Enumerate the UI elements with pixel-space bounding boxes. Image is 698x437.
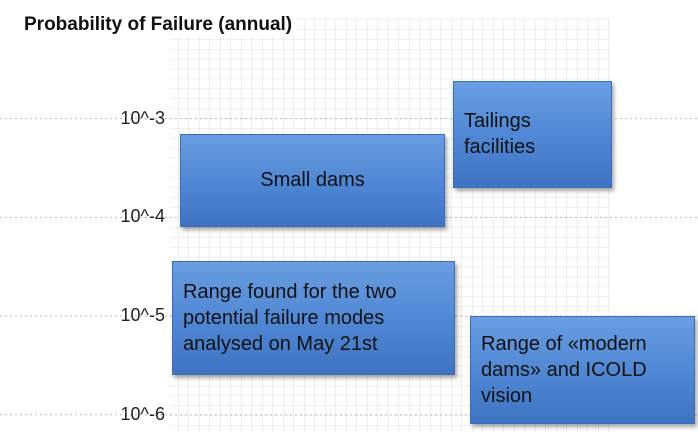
range-box: Tailings facilities	[453, 81, 612, 188]
chart-title: Probability of Failure (annual)	[24, 14, 297, 36]
range-box: Range found for the two potential failur…	[172, 261, 455, 376]
range-box: Small dams	[180, 133, 445, 227]
y-tick-label: 10^-6	[120, 403, 165, 424]
y-tick-label: 10^-5	[120, 305, 165, 326]
y-tick-label: 10^-4	[120, 206, 165, 227]
y-tick-label: 10^-3	[120, 107, 165, 128]
range-box: Range of «modern dams» and ICOLD vision	[470, 316, 695, 425]
